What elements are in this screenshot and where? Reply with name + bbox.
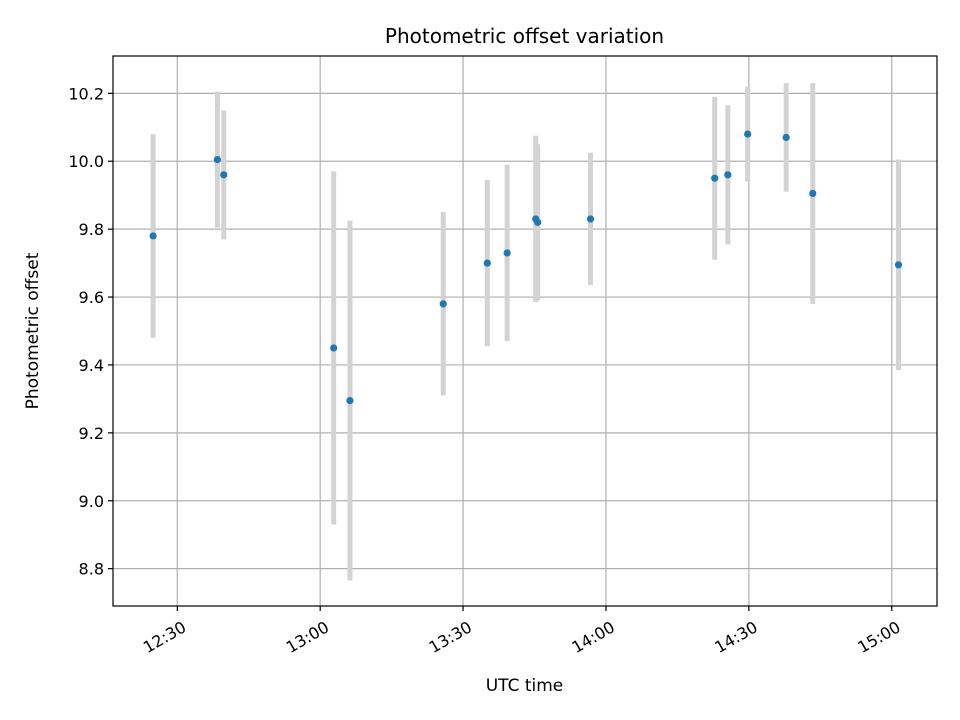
plot-frame xyxy=(112,55,938,607)
data-point xyxy=(213,155,221,164)
y-tick-label: 9.2 xyxy=(79,424,104,443)
data-point xyxy=(724,171,732,179)
y-axis-label: Photometric offset xyxy=(23,252,43,409)
data-point xyxy=(711,174,719,182)
data-point xyxy=(503,249,511,257)
y-axis-ticks: 8.8 9.0 9.2 9.4 9.6 9.8 10.0 10.2 xyxy=(68,84,113,579)
data-point xyxy=(149,232,157,240)
chart-title: Photometric offset variation xyxy=(385,24,664,48)
y-tick-label: 10.2 xyxy=(68,84,104,103)
data-point xyxy=(483,259,491,267)
data-point xyxy=(330,344,338,352)
y-tick-label: 9.4 xyxy=(79,356,104,375)
data-point xyxy=(744,130,752,138)
data-point xyxy=(346,396,354,405)
grid-lines xyxy=(113,56,937,606)
data-point xyxy=(534,218,542,226)
data-point xyxy=(439,300,447,308)
x-axis-label: UTC time xyxy=(486,676,564,696)
data-point xyxy=(894,261,903,269)
data-point xyxy=(220,171,228,179)
y-tick-label: 8.8 xyxy=(79,560,104,579)
y-tick-label: 10.0 xyxy=(68,152,104,171)
y-tick-label: 9.0 xyxy=(79,492,104,511)
data-point xyxy=(782,133,790,142)
y-tick-label: 9.6 xyxy=(79,288,104,307)
data-points xyxy=(149,130,903,405)
data-point xyxy=(809,189,817,198)
y-tick-label: 9.8 xyxy=(79,220,104,239)
data-point xyxy=(586,215,595,223)
